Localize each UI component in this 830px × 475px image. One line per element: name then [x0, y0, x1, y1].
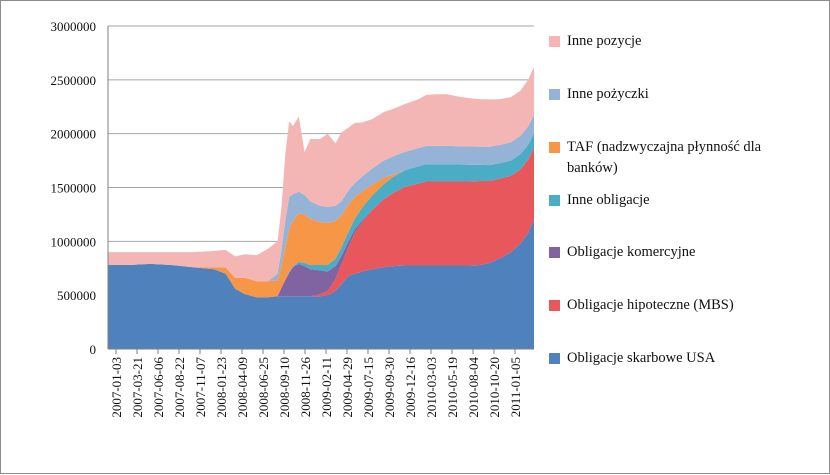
x-tick-labels: 2007-01-03 2007-03-21 2007-06-06 2007-08-22… [109, 357, 523, 418]
x-tick-label: 2007-11-07 [193, 357, 208, 418]
y-tick-label: 1500000 [51, 181, 97, 196]
x-tick-label: 2008-04-09 [235, 357, 250, 418]
x-tick-label: 2008-01-23 [214, 357, 229, 418]
area-series-3 [108, 133, 534, 298]
area-series-5 [108, 114, 534, 282]
x-tick-label: 2009-02-11 [319, 357, 334, 417]
x-tick-label: 2007-08-22 [172, 357, 187, 418]
x-tick-label: 2009-09-30 [382, 357, 397, 418]
legend-swatch-inne-obligacje [549, 195, 560, 206]
x-tick-label: 2008-11-26 [298, 357, 313, 418]
y-tick-label: 500000 [57, 288, 96, 303]
area-series-6 [108, 66, 534, 282]
area-series-0 [108, 219, 534, 349]
legend-item-inne-pozycje: Inne pozycje [549, 31, 641, 52]
legend-label: TAF (nadzwyczajna płynność dla banków) [567, 139, 762, 176]
legend-item-obligacje-skarbowe: Obligacje skarbowe USA [549, 348, 715, 369]
x-tick-label: 2010-03-03 [424, 357, 439, 418]
legend-item-inne-obligacje: Inne obligacje [549, 190, 650, 211]
y-tick-label: 2500000 [51, 73, 97, 88]
x-tick-label: 2008-09-10 [277, 357, 292, 418]
legend-swatch-taf [549, 142, 560, 153]
x-tick-label: 2007-01-03 [109, 357, 124, 418]
legend-label: Inne pozycje [567, 33, 642, 49]
x-tick-label: 2007-06-06 [151, 357, 166, 418]
y-tick-label: 0 [90, 342, 97, 357]
area-series-group [108, 66, 534, 349]
x-tick-label: 2009-12-16 [403, 357, 418, 418]
x-tick-label: 2008-06-25 [256, 357, 271, 418]
y-tick-label: 3000000 [51, 19, 97, 34]
y-tick-labels: 0 500000 1000000 1500000 2000000 2500000 30000… [51, 19, 97, 357]
legend-item-obligacje-komercyjne: Obligacje komercyjne [549, 242, 695, 263]
x-tick-label: 2009-04-29 [340, 357, 355, 418]
legend-swatch-obligacje-skarbowe [549, 353, 560, 364]
y-tick-label: 1000000 [51, 234, 97, 249]
legend-item-inne-pozyczki: Inne pożyczki [549, 84, 649, 105]
legend-item-mbs: Obligacje hipoteczne (MBS) [549, 295, 734, 316]
axes [107, 26, 534, 354]
x-tick-label: 2010-05-19 [445, 357, 460, 418]
area-series-4 [108, 133, 534, 298]
legend-item-taf: TAF (nadzwyczajna płynność dla banków) [549, 137, 797, 179]
area-series-1 [108, 147, 534, 298]
legend-swatch-inne-pozycje [549, 36, 560, 47]
legend-label: Obligacje komercyjne [567, 244, 696, 260]
legend-label: Inne obligacje [567, 192, 650, 208]
x-tick-label: 2010-08-04 [466, 357, 481, 418]
x-tick-label: 2010-10-20 [487, 357, 502, 418]
x-tick-label: 2007-03-21 [130, 357, 145, 418]
legend-swatch-mbs [549, 300, 560, 311]
x-tick-label: 2009-07-15 [361, 357, 376, 418]
legend-label: Obligacje skarbowe USA [567, 350, 716, 366]
legend-swatch-obligacje-komercyjne [549, 247, 560, 258]
x-tick-label: 2011-01-05 [508, 357, 523, 417]
legend-label: Obligacje hipoteczne (MBS) [567, 297, 734, 313]
legend-label: Inne pożyczki [567, 86, 649, 102]
y-tick-label: 2000000 [51, 127, 97, 142]
legend-swatch-inne-pozyczki [549, 89, 560, 100]
